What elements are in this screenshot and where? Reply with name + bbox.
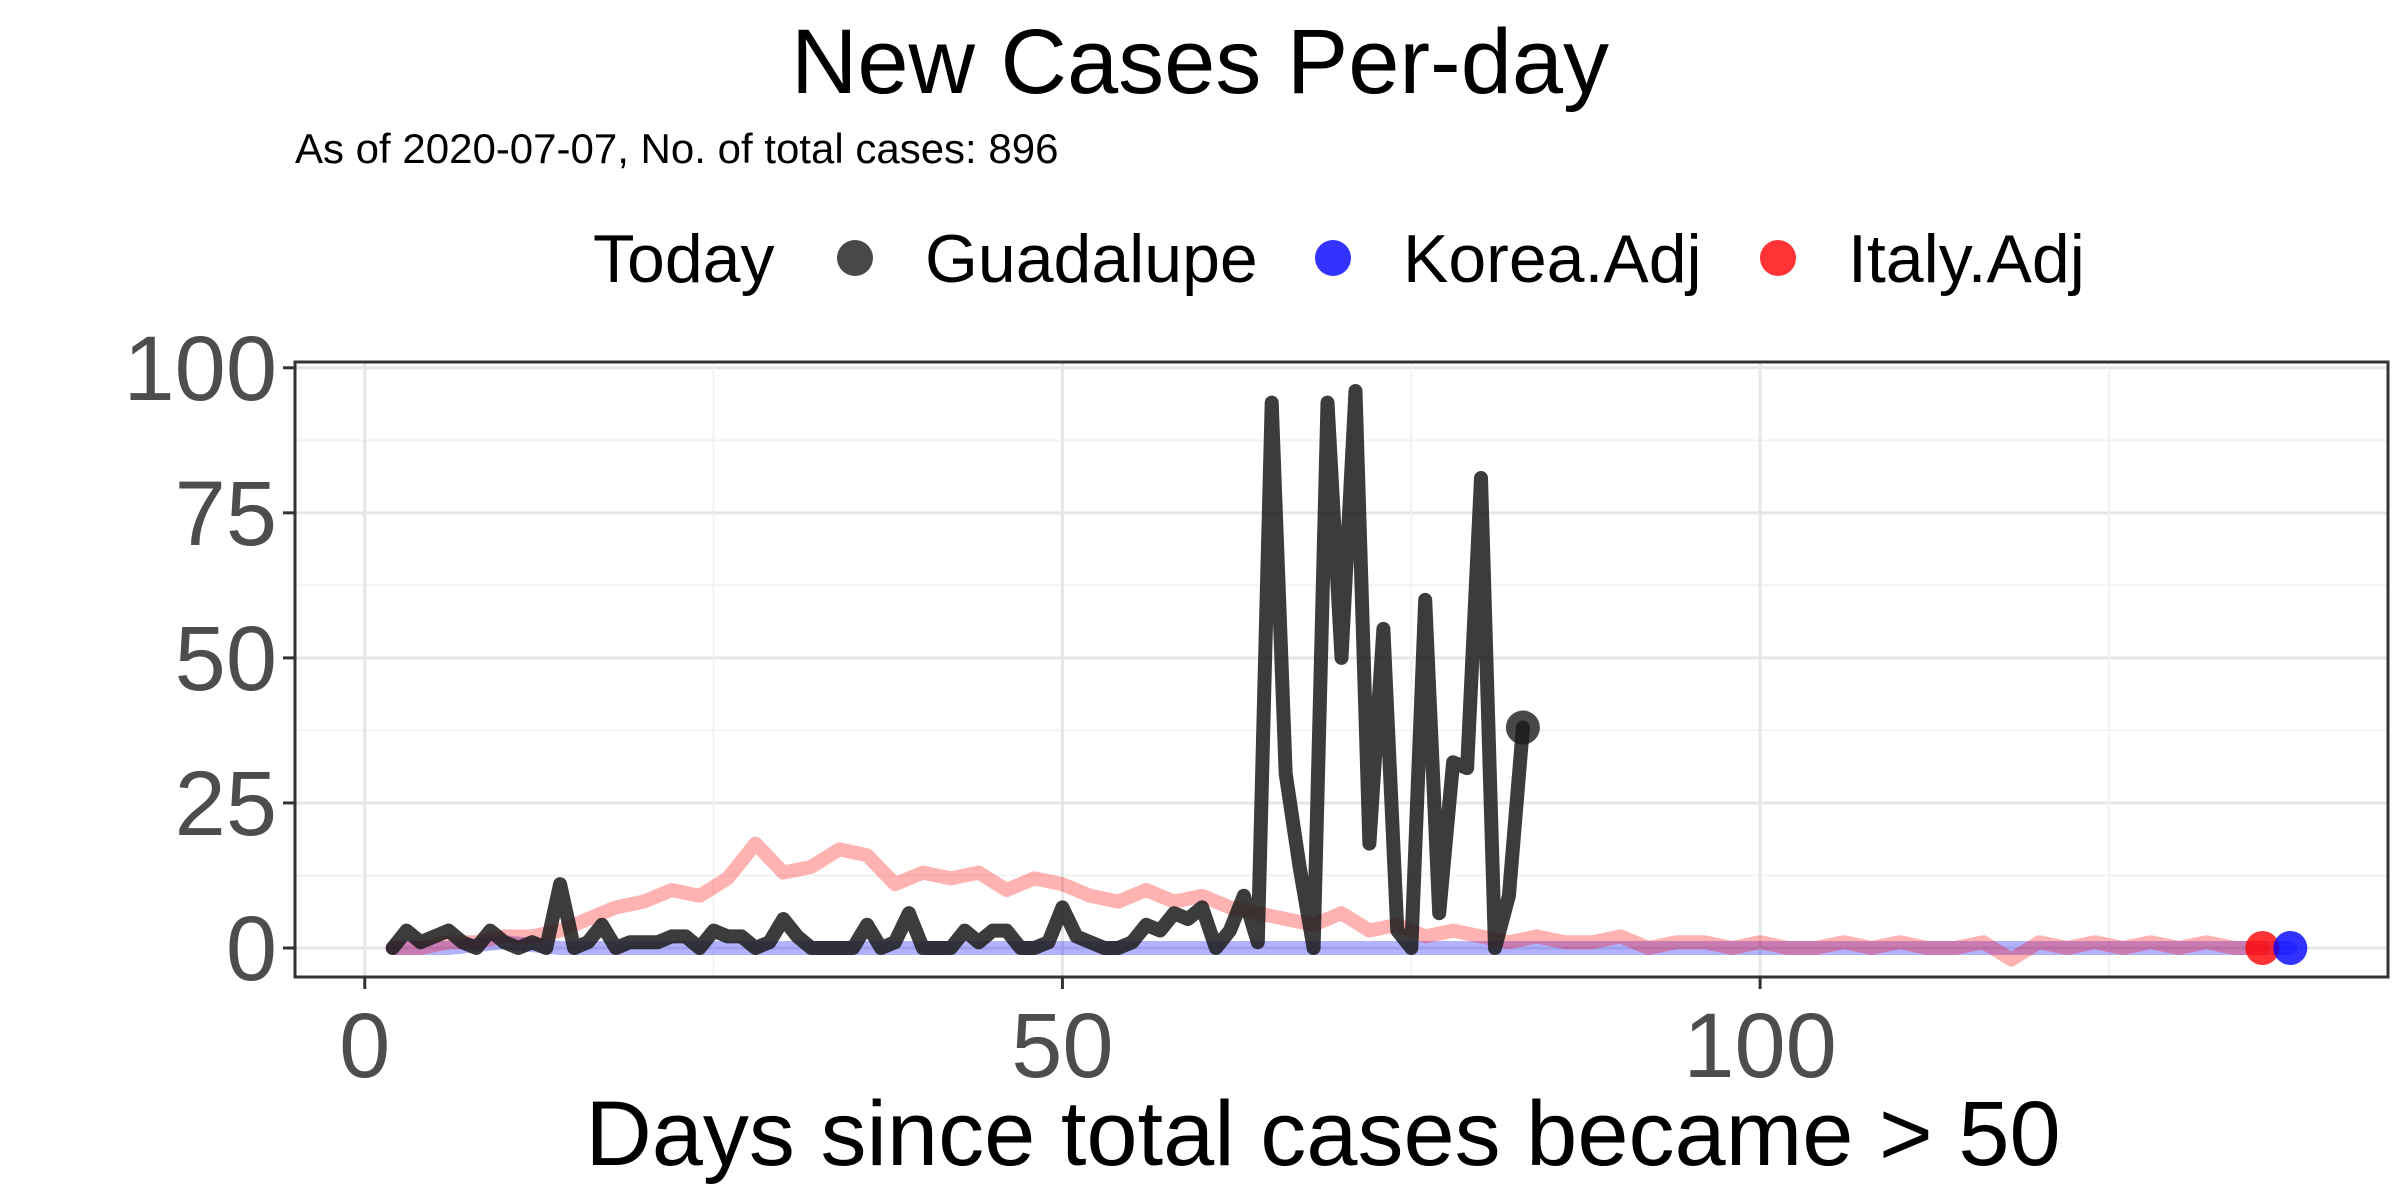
y-tick-label: 25	[175, 753, 277, 855]
series-line-korea-adj	[385, 935, 2298, 955]
legend-key-guadalupe	[837, 240, 873, 276]
today-point-guadalupe	[1505, 710, 1540, 745]
axes: 0 25 50 75 100 0 50 100	[124, 318, 1837, 1097]
today-point-italy-adj	[2245, 930, 2280, 965]
x-axis-title: Days since total cases became > 50	[585, 1083, 2060, 1185]
legend-label-korea-adj: Korea.Adj	[1403, 221, 1702, 297]
x-tick-label: 0	[339, 995, 390, 1097]
y-tick-label: 75	[175, 463, 277, 565]
chart-subtitle: As of 2020-07-07, No. of total cases: 89…	[295, 125, 1059, 172]
y-tick-label: 100	[124, 318, 278, 420]
y-tick-label: 50	[175, 608, 277, 710]
y-tick-label: 0	[226, 898, 277, 1000]
legend-title: Today	[593, 221, 774, 297]
legend: Today Guadalupe Korea.Adj Italy.Adj	[593, 221, 2085, 297]
grid	[295, 362, 2388, 977]
series-layer	[385, 384, 2308, 967]
series-line-guadalupe	[385, 384, 1530, 955]
series-line-italy-adj	[385, 836, 2270, 967]
legend-label-italy-adj: Italy.Adj	[1848, 221, 2085, 297]
legend-key-korea-adj	[1315, 240, 1351, 276]
x-tick-label: 100	[1683, 995, 1837, 1097]
legend-label-guadalupe: Guadalupe	[925, 221, 1258, 297]
today-point-korea-adj	[2273, 930, 2308, 965]
legend-key-italy-adj	[1760, 240, 1796, 276]
chart-title: New Cases Per-day	[790, 11, 1610, 113]
x-tick-label: 50	[1011, 995, 1113, 1097]
plot-border	[293, 360, 2390, 979]
